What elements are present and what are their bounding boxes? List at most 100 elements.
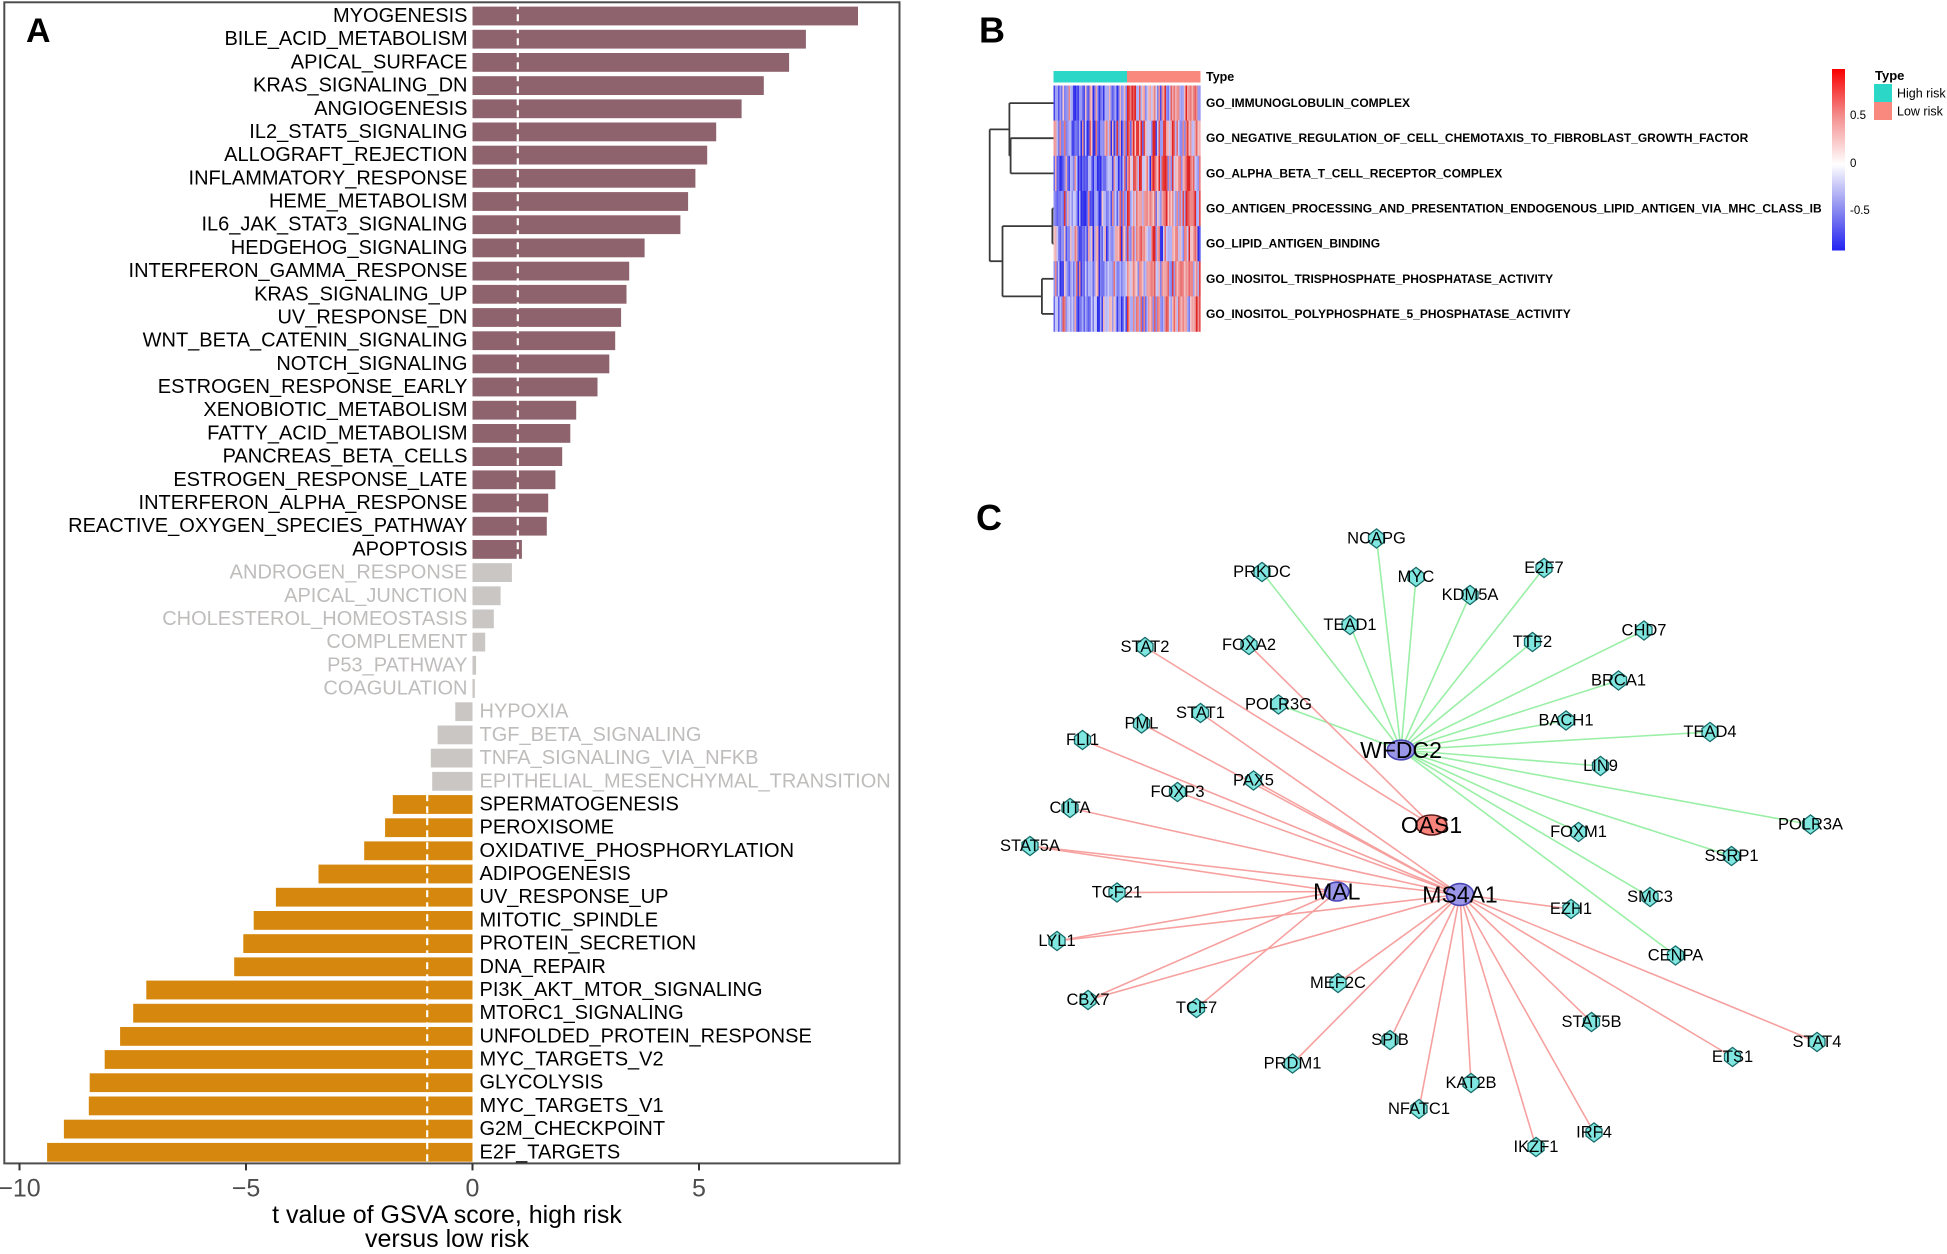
svg-text:BRCA1: BRCA1	[1591, 672, 1646, 690]
svg-text:POLR3A: POLR3A	[1778, 816, 1843, 834]
svg-text:GO_ALPHA_BETA_T_CELL_RECEPTOR_: GO_ALPHA_BETA_T_CELL_RECEPTOR_COMPLEX	[1206, 166, 1502, 180]
svg-text:PI3K_AKT_MTOR_SIGNALING: PI3K_AKT_MTOR_SIGNALING	[480, 979, 763, 1001]
svg-text:CIITA: CIITA	[1050, 799, 1091, 817]
svg-text:PRDM1: PRDM1	[1264, 1055, 1322, 1073]
svg-text:ANDROGEN_RESPONSE: ANDROGEN_RESPONSE	[230, 562, 468, 584]
svg-text:WFDC2: WFDC2	[1360, 737, 1442, 763]
svg-text:FLI1: FLI1	[1066, 731, 1099, 749]
svg-text:PML: PML	[1125, 715, 1159, 733]
svg-text:HEME_METABOLISM: HEME_METABOLISM	[269, 191, 468, 213]
svg-text:MTORC1_SIGNALING: MTORC1_SIGNALING	[480, 1002, 684, 1024]
svg-text:FOXA2: FOXA2	[1222, 636, 1276, 654]
svg-text:GO_NEGATIVE_REGULATION_OF_CELL: GO_NEGATIVE_REGULATION_OF_CELL_CHEMOTAXI…	[1206, 131, 1749, 145]
svg-text:MEF2C: MEF2C	[1310, 974, 1366, 992]
svg-text:CENPA: CENPA	[1648, 947, 1704, 965]
svg-text:0.5: 0.5	[1850, 110, 1866, 122]
svg-text:GO_LIPID_ANTIGEN_BINDING: GO_LIPID_ANTIGEN_BINDING	[1206, 237, 1380, 251]
svg-text:DNA_REPAIR: DNA_REPAIR	[480, 956, 606, 978]
svg-text:APOPTOSIS: APOPTOSIS	[352, 538, 467, 560]
svg-text:HYPOXIA: HYPOXIA	[480, 701, 570, 723]
svg-text:IKZF1: IKZF1	[1514, 1138, 1559, 1156]
svg-text:ESTROGEN_RESPONSE_EARLY: ESTROGEN_RESPONSE_EARLY	[158, 376, 468, 398]
svg-text:ETS1: ETS1	[1712, 1048, 1753, 1066]
svg-text:−5: −5	[232, 1174, 261, 1202]
svg-text:PANCREAS_BETA_CELLS: PANCREAS_BETA_CELLS	[223, 446, 468, 468]
svg-text:B: B	[979, 10, 1005, 51]
svg-text:TEAD1: TEAD1	[1323, 616, 1376, 634]
svg-text:SPERMATOGENESIS: SPERMATOGENESIS	[480, 794, 679, 816]
svg-text:MYC: MYC	[1398, 568, 1435, 586]
svg-text:MYC_TARGETS_V2: MYC_TARGETS_V2	[480, 1049, 664, 1071]
svg-text:STAT4: STAT4	[1793, 1033, 1842, 1051]
svg-text:OXIDATIVE_PHOSPHORYLATION: OXIDATIVE_PHOSPHORYLATION	[480, 840, 795, 862]
svg-text:MYOGENESIS: MYOGENESIS	[333, 5, 467, 27]
svg-text:HEDGEHOG_SIGNALING: HEDGEHOG_SIGNALING	[231, 237, 468, 259]
svg-text:G2M_CHECKPOINT: G2M_CHECKPOINT	[480, 1118, 666, 1140]
svg-text:LYL1: LYL1	[1038, 932, 1075, 950]
svg-text:POLR3G: POLR3G	[1245, 696, 1312, 714]
svg-text:ESTROGEN_RESPONSE_LATE: ESTROGEN_RESPONSE_LATE	[173, 469, 467, 491]
svg-text:COAGULATION: COAGULATION	[323, 678, 467, 700]
svg-text:KAT2B: KAT2B	[1445, 1074, 1496, 1092]
svg-text:FATTY_ACID_METABOLISM: FATTY_ACID_METABOLISM	[207, 422, 467, 444]
svg-text:E2F7: E2F7	[1524, 559, 1563, 577]
svg-text:High risk: High risk	[1897, 87, 1946, 101]
svg-text:GLYCOLYSIS: GLYCOLYSIS	[480, 1072, 604, 1094]
svg-text:MAL: MAL	[1313, 879, 1361, 905]
svg-text:STAT1: STAT1	[1176, 704, 1225, 722]
svg-text:TCF21: TCF21	[1092, 884, 1142, 902]
svg-text:CBX7: CBX7	[1066, 991, 1109, 1009]
svg-text:0: 0	[1850, 158, 1856, 170]
svg-text:ALLOGRAFT_REJECTION: ALLOGRAFT_REJECTION	[224, 144, 467, 166]
svg-text:INFLAMMATORY_RESPONSE: INFLAMMATORY_RESPONSE	[189, 167, 468, 189]
svg-text:KRAS_SIGNALING_DN: KRAS_SIGNALING_DN	[253, 75, 468, 97]
svg-text:−10: −10	[0, 1174, 41, 1202]
svg-text:CHOLESTEROL_HOMEOSTASIS: CHOLESTEROL_HOMEOSTASIS	[162, 608, 467, 630]
svg-text:KRAS_SIGNALING_UP: KRAS_SIGNALING_UP	[254, 283, 467, 305]
svg-text:-0.5: -0.5	[1850, 205, 1870, 217]
svg-text:NCAPG: NCAPG	[1347, 530, 1406, 548]
svg-text:UNFOLDED_PROTEIN_RESPONSE: UNFOLDED_PROTEIN_RESPONSE	[480, 1025, 812, 1047]
svg-text:NOTCH_SIGNALING: NOTCH_SIGNALING	[276, 353, 467, 375]
svg-text:Low risk: Low risk	[1897, 105, 1944, 119]
svg-text:APICAL_JUNCTION: APICAL_JUNCTION	[284, 585, 467, 607]
svg-text:WNT_BETA_CATENIN_SIGNALING: WNT_BETA_CATENIN_SIGNALING	[143, 330, 468, 352]
svg-text:KDM5A: KDM5A	[1442, 586, 1499, 604]
svg-text:STAT2: STAT2	[1121, 638, 1170, 656]
svg-text:COMPLEMENT: COMPLEMENT	[326, 631, 467, 653]
svg-text:STAT5A: STAT5A	[1000, 837, 1060, 855]
svg-text:SPIB: SPIB	[1371, 1031, 1409, 1049]
svg-text:EZH1: EZH1	[1550, 900, 1592, 918]
svg-text:0: 0	[466, 1174, 480, 1202]
svg-text:P53_PATHWAY: P53_PATHWAY	[327, 654, 467, 676]
svg-text:MITOTIC_SPINDLE: MITOTIC_SPINDLE	[480, 909, 659, 931]
svg-text:SSRP1: SSRP1	[1704, 847, 1758, 865]
svg-text:PROTEIN_SECRETION: PROTEIN_SECRETION	[480, 933, 697, 955]
svg-text:UV_RESPONSE_DN: UV_RESPONSE_DN	[277, 307, 467, 329]
svg-text:REACTIVE_OXYGEN_SPECIES_PATHWA: REACTIVE_OXYGEN_SPECIES_PATHWAY	[68, 515, 467, 537]
svg-text:FOXP3: FOXP3	[1150, 783, 1204, 801]
svg-text:TEAD4: TEAD4	[1683, 723, 1736, 741]
svg-text:GO_ANTIGEN_PROCESSING_AND_PRES: GO_ANTIGEN_PROCESSING_AND_PRESENTATION_E…	[1206, 202, 1822, 216]
svg-text:E2F_TARGETS: E2F_TARGETS	[480, 1141, 621, 1163]
svg-text:CHD7: CHD7	[1622, 622, 1667, 640]
svg-text:OAS1: OAS1	[1401, 812, 1462, 838]
svg-text:TTF2: TTF2	[1513, 633, 1552, 651]
svg-text:XENOBIOTIC_METABOLISM: XENOBIOTIC_METABOLISM	[203, 399, 467, 421]
svg-text:A: A	[26, 12, 51, 50]
svg-text:Type: Type	[1206, 70, 1234, 84]
svg-text:GO_INOSITOL_TRISPHOSPHATE_PHOS: GO_INOSITOL_TRISPHOSPHATE_PHOSPHATASE_AC…	[1206, 272, 1553, 286]
svg-text:BACH1: BACH1	[1538, 712, 1593, 730]
svg-text:INTERFERON_GAMMA_RESPONSE: INTERFERON_GAMMA_RESPONSE	[129, 260, 468, 282]
svg-text:TNFA_SIGNALING_VIA_NFKB: TNFA_SIGNALING_VIA_NFKB	[480, 747, 759, 769]
svg-text:PEROXISOME: PEROXISOME	[480, 817, 614, 839]
svg-text:FOXM1: FOXM1	[1550, 823, 1607, 841]
svg-text:ANGIOGENESIS: ANGIOGENESIS	[314, 98, 467, 120]
svg-text:GO_INOSITOL_POLYPHOSPHATE_5_PH: GO_INOSITOL_POLYPHOSPHATE_5_PHOSPHATASE_…	[1206, 307, 1571, 321]
svg-text:versus low risk: versus low risk	[365, 1225, 529, 1249]
svg-text:UV_RESPONSE_UP: UV_RESPONSE_UP	[480, 886, 669, 908]
svg-text:ADIPOGENESIS: ADIPOGENESIS	[480, 863, 631, 885]
svg-text:TGF_BETA_SIGNALING: TGF_BETA_SIGNALING	[480, 724, 702, 746]
svg-text:APICAL_SURFACE: APICAL_SURFACE	[291, 51, 468, 73]
svg-text:NFATC1: NFATC1	[1388, 1100, 1450, 1118]
